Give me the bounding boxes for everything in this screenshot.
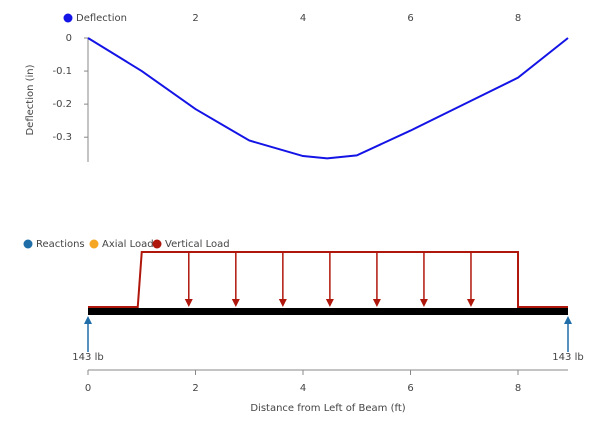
x-tick-label: 4 [300,13,306,24]
y-tick-label: 0 [66,33,72,44]
x-tick-label: 2 [192,13,198,24]
x-tick-label: 4 [300,383,306,394]
reaction-label: 143 lb [552,352,583,363]
legend-label: Vertical Load [165,239,230,250]
y-tick-label: -0.3 [52,132,72,143]
legend-label: Deflection [76,13,127,24]
load-arrow-head [325,299,334,307]
x-tick-label: 8 [515,13,521,24]
x-tick-label: 6 [407,383,413,394]
legend-label: Axial Load [102,239,154,250]
x-tick-label: 6 [407,13,413,24]
y-tick-label: -0.2 [52,99,72,110]
legend-marker [152,239,162,249]
x-tick-label: 0 [85,383,91,394]
legend-marker [63,13,73,23]
legend-marker [23,239,33,249]
load-arrow-head [231,299,240,307]
reaction-arrow-head [564,316,572,324]
y-axis-title: Deflection (in) [25,64,36,135]
load-arrow-head [466,299,475,307]
x-tick-label: 2 [192,383,198,394]
load-arrow-head [372,299,381,307]
legend-marker [89,239,99,249]
x-tick-label: 8 [515,383,521,394]
legend-label: Reactions [36,239,85,250]
x-axis-title: Distance from Left of Beam (ft) [250,403,405,414]
y-tick-label: -0.1 [52,66,72,77]
deflection-line [87,37,569,160]
load-arrow-head [419,299,428,307]
reaction-label: 143 lb [72,352,103,363]
reaction-arrow-head [84,316,92,324]
beam [88,308,568,315]
load-arrow-head [278,299,287,307]
vertical-load [88,251,568,308]
load-arrow-head [184,299,193,307]
